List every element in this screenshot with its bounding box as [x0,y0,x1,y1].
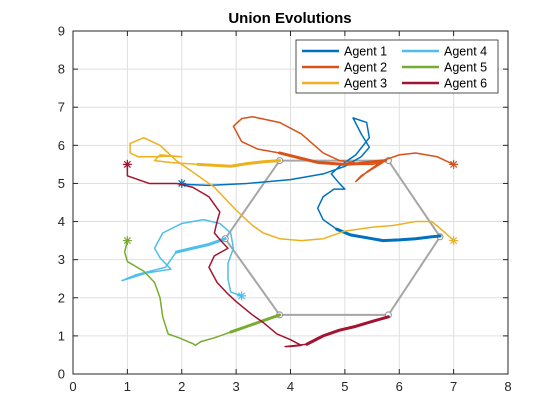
start-marker [122,236,132,246]
series-line [121,218,243,297]
series-converged-segment [174,237,227,254]
x-tick-label: 0 [69,379,76,394]
start-marker [449,236,459,246]
series-5 [122,236,282,347]
y-tick-label: 6 [58,138,65,153]
x-tick-label: 4 [287,379,294,394]
series-1 [177,117,442,243]
y-tick-label: 1 [58,328,65,343]
y-tick-label: 3 [58,252,65,267]
y-tick-label: 4 [58,214,65,229]
x-tick-label: 6 [396,379,403,394]
legend-label: Agent 3 [344,77,387,91]
series-3 [129,136,459,246]
legend-item-1: Agent 1 [302,45,387,59]
start-marker [122,159,132,169]
legend-item-3: Agent 3 [302,77,387,91]
legend-label: Agent 1 [344,45,387,59]
series-2 [232,116,459,183]
legend-item-5: Agent 5 [402,61,487,75]
legend-label: Agent 2 [344,61,387,75]
start-marker [237,291,247,301]
y-tick-label: 8 [58,62,65,77]
legend-label: Agent 5 [444,61,487,75]
legend-item-6: Agent 6 [402,77,487,91]
legend-item-4: Agent 4 [402,45,487,59]
series-line [129,136,455,242]
x-tick-label: 3 [233,379,240,394]
series-converged-segment [278,151,388,166]
legend: Agent 1 Agent 2 Agent 3 Agent 4 Agent 5 Agent… [295,39,499,94]
axes: 0 1 2 3 4 5 6 7 8 0 1 2 3 4 5 6 7 8 9 [58,24,512,395]
y-tick-label: 0 [58,367,65,382]
x-tick-label: 8 [504,379,511,394]
series-converged-segment [305,315,390,346]
series-layer [121,116,459,348]
y-tick-label: 7 [58,100,65,115]
chart-title: Union Evolutions [228,10,351,27]
series-converged-segment [196,159,282,168]
x-tick-label: 1 [124,379,131,394]
series-converged-segment [229,313,282,334]
series-6 [122,159,390,348]
series-4 [121,218,247,301]
x-tick-label: 2 [178,379,185,394]
y-tick-label: 5 [58,176,65,191]
start-marker [449,159,459,169]
x-tick-label: 5 [341,379,348,394]
y-tick-label: 2 [58,290,65,305]
legend-label: Agent 6 [444,77,487,91]
x-tick-label: 7 [450,379,457,394]
legend-item-2: Agent 2 [302,61,387,75]
y-tick-label: 9 [58,24,65,39]
legend-label: Agent 4 [444,45,487,59]
series-converged-segment [335,227,442,243]
